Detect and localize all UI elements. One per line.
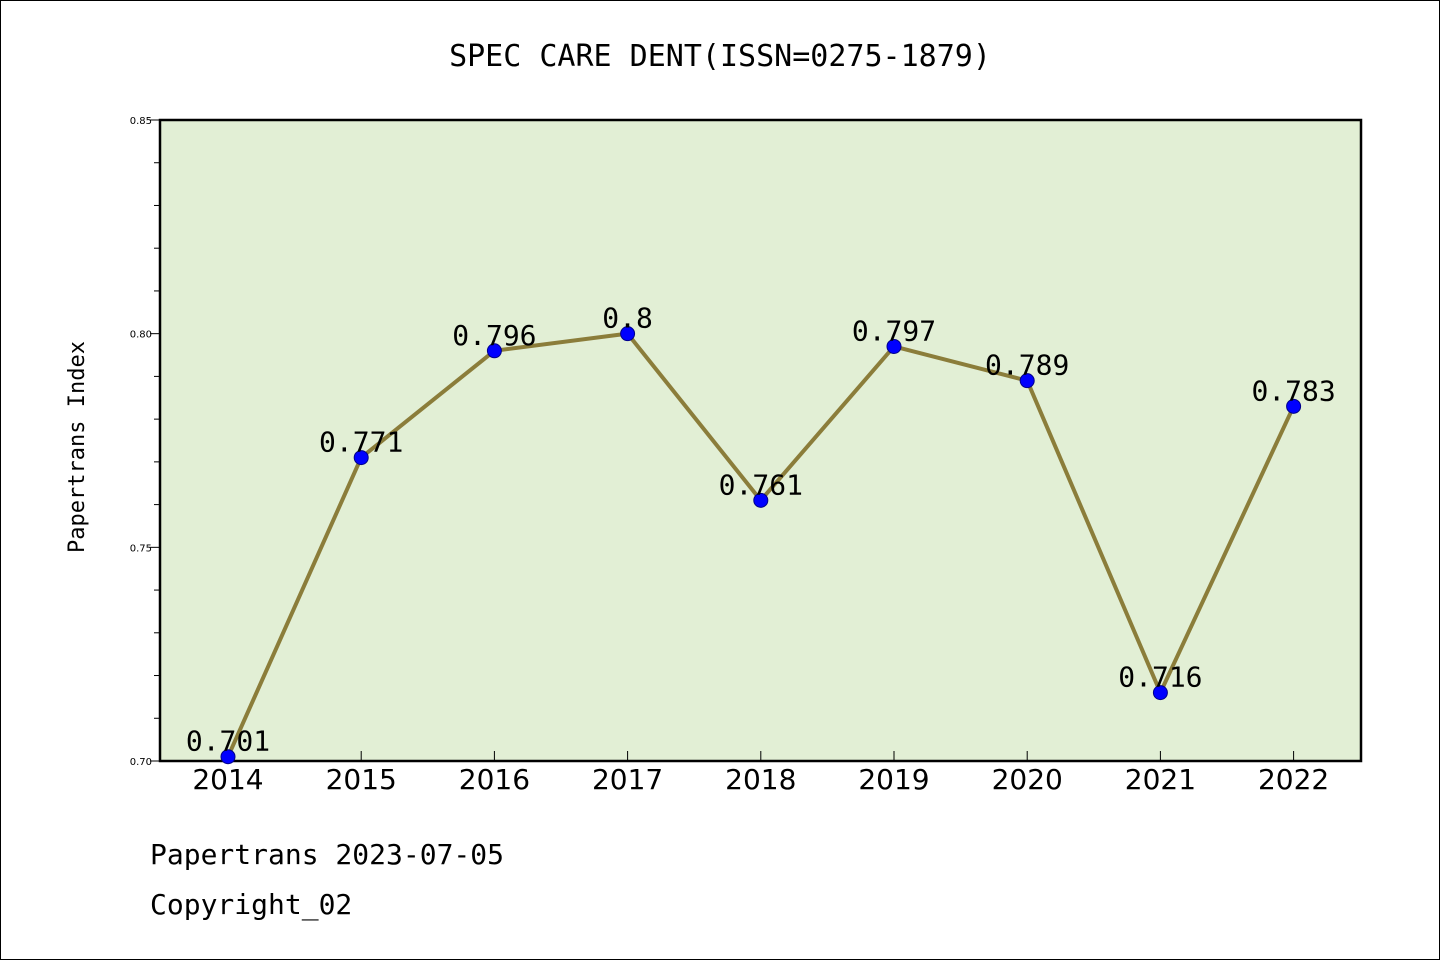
x-tick-label: 2022 xyxy=(1258,763,1329,796)
data-point xyxy=(1286,398,1302,414)
data-point xyxy=(353,450,369,466)
data-labels: 0.701 0.771 0.796 0.8 0.761 0.797 0.789 0.716 0.… xyxy=(186,302,1336,758)
x-tick-label: 2019 xyxy=(858,763,929,796)
data-point xyxy=(486,343,502,359)
data-label: 0.797 xyxy=(852,314,936,347)
data-markers xyxy=(220,326,1302,765)
y-axis-label: Papertrans Index xyxy=(65,341,90,553)
data-label: 0.8 xyxy=(602,302,653,335)
x-tick-label: 2018 xyxy=(725,763,796,796)
data-point xyxy=(1152,685,1168,701)
x-ticks: 2014 2015 2016 2017 2018 2019 2020 2021 2022 xyxy=(192,751,1329,796)
x-tick-label: 2014 xyxy=(192,763,263,796)
y-tick-label: 0.85 xyxy=(130,116,152,127)
x-tick-label: 2015 xyxy=(326,763,397,796)
data-point xyxy=(1019,373,1035,389)
data-label: 0.761 xyxy=(719,468,803,501)
y-minor-ticks xyxy=(154,162,160,719)
y-tick-label: 0.75 xyxy=(130,543,152,554)
y-ticks: 0.70 0.75 0.80 0.85 xyxy=(130,116,160,768)
x-tick-label: 2021 xyxy=(1125,763,1196,796)
data-label: 0.789 xyxy=(985,349,1069,382)
y-tick-label: 0.80 xyxy=(130,330,152,341)
data-label: 0.701 xyxy=(186,725,270,758)
chart-title: SPEC CARE DENT(ISSN=0275-1879) xyxy=(449,39,991,74)
x-tick-label: 2016 xyxy=(459,763,530,796)
data-label: 0.783 xyxy=(1251,374,1335,407)
data-point xyxy=(753,492,769,508)
footer-copyright: Copyright_02 xyxy=(150,888,352,922)
data-label: 0.771 xyxy=(319,426,403,459)
data-point xyxy=(620,326,636,342)
y-tick-label: 0.70 xyxy=(130,757,152,768)
data-label: 0.716 xyxy=(1118,661,1202,694)
x-tick-label: 2020 xyxy=(992,763,1063,796)
data-label: 0.796 xyxy=(452,319,536,352)
footer-date: Papertrans 2023-07-05 xyxy=(150,838,504,871)
data-point xyxy=(220,749,236,765)
data-point xyxy=(886,338,902,354)
x-tick-label: 2017 xyxy=(592,763,663,796)
plot-area xyxy=(158,118,1363,763)
